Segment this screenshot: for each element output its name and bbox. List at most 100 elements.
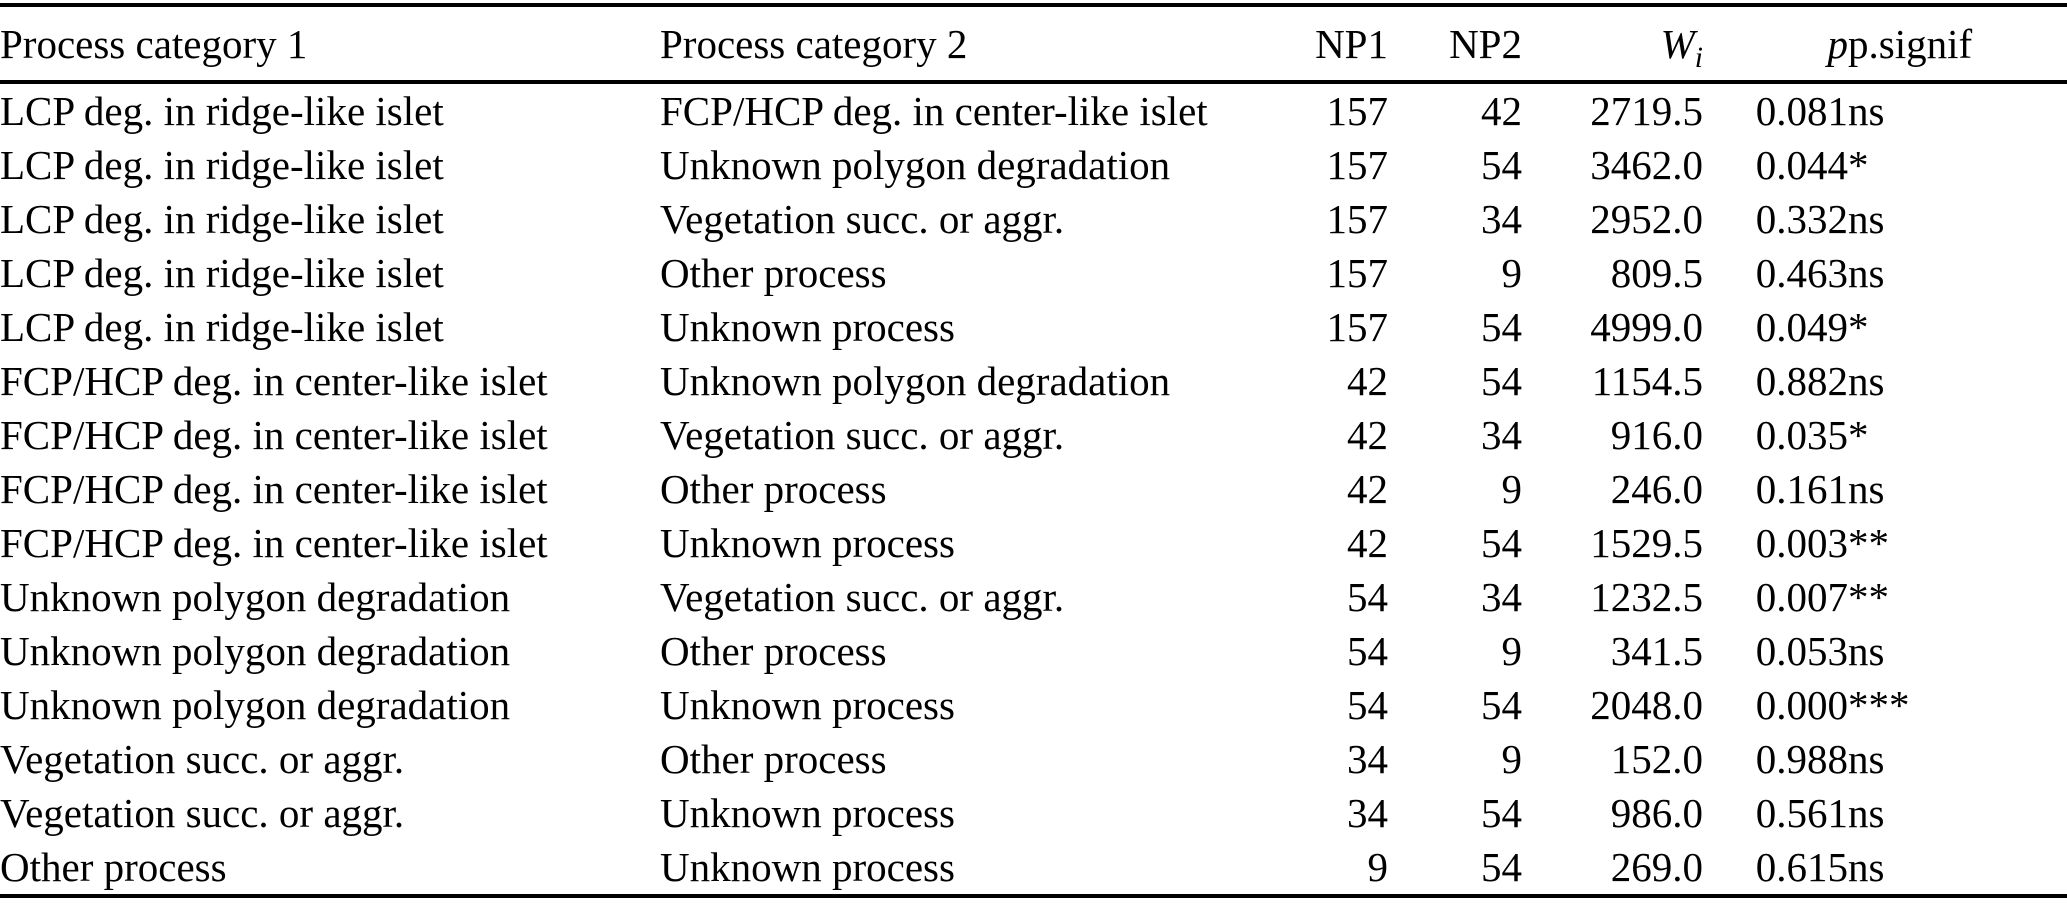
cell-p: 0.007 xyxy=(1755,574,1848,620)
cell-np1: 54 xyxy=(1347,682,1388,728)
table-row: Vegetation succ. or aggr. Other process … xyxy=(0,732,2067,786)
cell-p: 0.044 xyxy=(1755,142,1848,188)
cell-p-signif: ns xyxy=(1848,358,1885,404)
cell-process-category-1: Other process xyxy=(0,844,227,890)
col-header-process-category-2: Process category 2 xyxy=(660,5,1250,84)
cell-np1: 42 xyxy=(1347,358,1388,404)
cell-p: 0.000 xyxy=(1755,682,1848,728)
table-row: Unknown polygon degradation Unknown proc… xyxy=(0,678,2067,732)
cell-process-category-1: LCP deg. in ridge-like islet xyxy=(0,196,444,242)
cell-wi: 1529.5 xyxy=(1590,520,1703,566)
cell-np1: 157 xyxy=(1326,196,1389,242)
cell-np2: 54 xyxy=(1481,844,1522,890)
table-row: FCP/HCP deg. in center-like islet Unknow… xyxy=(0,354,2067,408)
cell-np2: 54 xyxy=(1481,304,1522,350)
cell-process-category-1: Vegetation succ. or aggr. xyxy=(0,736,405,782)
cell-p-signif: ** xyxy=(1848,574,1889,620)
cell-p-signif: ns xyxy=(1848,628,1885,674)
wi-subscript: i xyxy=(1694,41,1703,74)
cell-p-signif: ns xyxy=(1848,466,1885,512)
cell-wi: 4999.0 xyxy=(1590,304,1703,350)
cell-np2: 54 xyxy=(1481,520,1522,566)
cell-p-signif: * xyxy=(1848,412,1869,458)
cell-process-category-2: Unknown polygon degradation xyxy=(660,358,1171,404)
cell-process-category-2: Vegetation succ. or aggr. xyxy=(660,196,1065,242)
cell-wi: 2719.5 xyxy=(1590,88,1703,134)
cell-wi: 916.0 xyxy=(1610,412,1703,458)
table-row: LCP deg. in ridge-like islet FCP/HCP deg… xyxy=(0,82,2067,138)
cell-np2: 34 xyxy=(1481,412,1522,458)
cell-p-signif: ** xyxy=(1848,520,1889,566)
cell-np2: 54 xyxy=(1481,142,1522,188)
cell-process-category-2: Other process xyxy=(660,628,887,674)
cell-np2: 9 xyxy=(1501,466,1523,512)
cell-p-signif: * xyxy=(1848,142,1869,188)
table-row: Other process Unknown process 9 54 269.0… xyxy=(0,840,2067,896)
wi-symbol: W xyxy=(1660,20,1695,67)
cell-wi: 986.0 xyxy=(1610,790,1703,836)
col-header-np2: NP2 xyxy=(1388,5,1522,84)
cell-wi: 152.0 xyxy=(1610,736,1703,782)
cell-wi: 269.0 xyxy=(1610,844,1703,890)
cell-wi: 3462.0 xyxy=(1590,142,1703,188)
cell-np2: 42 xyxy=(1481,88,1522,134)
cell-np1: 54 xyxy=(1347,574,1388,620)
table-header: Process category 1 Process category 2 NP… xyxy=(0,5,2067,84)
cell-np2: 54 xyxy=(1481,790,1522,836)
table-row: Vegetation succ. or aggr. Unknown proces… xyxy=(0,786,2067,840)
table-row: FCP/HCP deg. in center-like islet Other … xyxy=(0,462,2067,516)
table-row: FCP/HCP deg. in center-like islet Unknow… xyxy=(0,516,2067,570)
cell-process-category-2: Unknown process xyxy=(660,844,955,890)
cell-np2: 54 xyxy=(1481,358,1522,404)
col-header-process-category-1: Process category 1 xyxy=(0,5,660,84)
cell-np1: 157 xyxy=(1326,142,1389,188)
cell-np1: 157 xyxy=(1326,88,1389,134)
cell-np1: 157 xyxy=(1326,304,1389,350)
cell-np1: 42 xyxy=(1347,412,1388,458)
cell-process-category-1: FCP/HCP deg. in center-like islet xyxy=(0,520,548,566)
cell-p-signif: ns xyxy=(1848,790,1885,836)
cell-process-category-2: Other process xyxy=(660,736,887,782)
cell-np1: 54 xyxy=(1347,628,1388,674)
cell-p-signif: ns xyxy=(1848,844,1885,890)
cell-p-signif: ns xyxy=(1848,250,1885,296)
cell-process-category-2: Unknown polygon degradation xyxy=(660,142,1171,188)
cell-np2: 9 xyxy=(1501,250,1523,296)
cell-np2: 9 xyxy=(1501,736,1523,782)
cell-process-category-1: FCP/HCP deg. in center-like islet xyxy=(0,466,548,512)
cell-p: 0.463 xyxy=(1755,250,1848,296)
cell-process-category-1: LCP deg. in ridge-like islet xyxy=(0,88,444,134)
cell-wi: 2048.0 xyxy=(1590,682,1703,728)
cell-process-category-2: Vegetation succ. or aggr. xyxy=(660,574,1065,620)
cell-process-category-1: FCP/HCP deg. in center-like islet xyxy=(0,358,548,404)
table-row: LCP deg. in ridge-like islet Vegetation … xyxy=(0,192,2067,246)
cell-process-category-1: LCP deg. in ridge-like islet xyxy=(0,304,444,350)
cell-process-category-2: Vegetation succ. or aggr. xyxy=(660,412,1065,458)
cell-p-signif: ns xyxy=(1848,736,1885,782)
header-row: Process category 1 Process category 2 NP… xyxy=(0,5,2067,84)
cell-process-category-1: Unknown polygon degradation xyxy=(0,574,511,620)
table-row: LCP deg. in ridge-like islet Other proce… xyxy=(0,246,2067,300)
cell-p: 0.003 xyxy=(1755,520,1848,566)
cell-wi: 2952.0 xyxy=(1590,196,1703,242)
cell-np1: 34 xyxy=(1347,736,1388,782)
cell-process-category-2: Unknown process xyxy=(660,304,955,350)
cell-p: 0.332 xyxy=(1755,196,1848,242)
cell-p: 0.053 xyxy=(1755,628,1848,674)
cell-process-category-2: Unknown process xyxy=(660,682,955,728)
col-header-np1: NP1 xyxy=(1250,5,1388,84)
cell-p-signif: *** xyxy=(1848,682,1910,728)
col-header-p-signif: p.signif xyxy=(1848,5,2067,84)
cell-p: 0.988 xyxy=(1755,736,1848,782)
cell-np1: 9 xyxy=(1367,844,1389,890)
cell-process-category-2: Other process xyxy=(660,466,887,512)
cell-p-signif: * xyxy=(1848,304,1869,350)
cell-np1: 42 xyxy=(1347,520,1388,566)
cell-process-category-2: FCP/HCP deg. in center-like islet xyxy=(660,88,1208,134)
cell-process-category-2: Other process xyxy=(660,250,887,296)
table-row: LCP deg. in ridge-like islet Unknown pro… xyxy=(0,300,2067,354)
table-row: FCP/HCP deg. in center-like islet Vegeta… xyxy=(0,408,2067,462)
cell-p: 0.049 xyxy=(1755,304,1848,350)
cell-np1: 42 xyxy=(1347,466,1388,512)
cell-process-category-1: Vegetation succ. or aggr. xyxy=(0,790,405,836)
